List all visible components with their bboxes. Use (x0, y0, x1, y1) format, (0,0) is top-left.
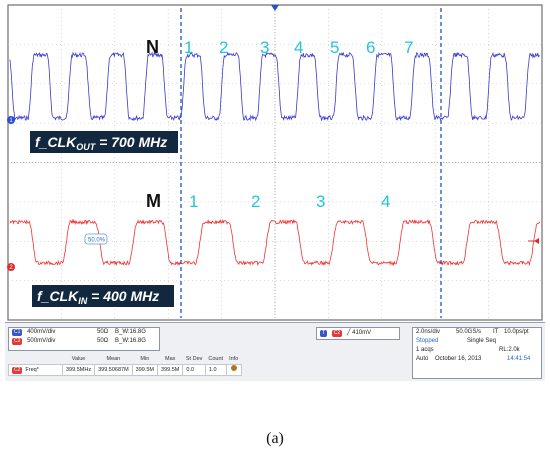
auto-label: Auto (416, 356, 429, 362)
status-bar: C1 400mV/div 50Ω B_W:16.8G C2 500mV/div … (5, 322, 545, 381)
measurement-stdev: 0.0 (182, 364, 206, 376)
channel-2-impedance: 50Ω (97, 338, 109, 344)
measurement-value: 399.5MHz (61, 364, 96, 376)
measurement-header: Mean (106, 356, 121, 362)
measurement-header: Info (229, 356, 239, 362)
top-period-count: 2 (219, 38, 228, 57)
channel-1-scale: 400mV/div (27, 329, 56, 335)
channel-2-marker-label: 2 (9, 265, 13, 271)
run-state: Stopped (416, 338, 439, 344)
channel-2-ground-marker (7, 263, 15, 271)
bottom-period-letter: M (146, 191, 161, 211)
output-frequency-label-box (30, 131, 178, 153)
top-period-letter: N (146, 37, 159, 57)
trigger-slope-icon: ╱ (346, 330, 351, 336)
trigger-position-marker (271, 5, 279, 11)
top-period-count: 4 (294, 38, 303, 57)
channel-2-badge: C2 (12, 338, 23, 345)
measurement-row: C2 Freq* 399.5MHz 399.50687M 399.5M 399.5… (8, 364, 242, 376)
time: 14:41:54 (507, 356, 531, 362)
measurement-count: 1.0 (204, 364, 227, 376)
measurement-header: Count (208, 356, 224, 362)
channel-settings: C1 400mV/div 50Ω B_W:16.8G C2 500mV/div … (8, 327, 160, 351)
output-frequency-label-prefix: f_CLK (35, 134, 77, 150)
sample-rate: 50.0GS/s (456, 329, 482, 335)
output-frequency-label-value: = 700 MHz (95, 134, 167, 150)
top-period-count: 3 (260, 38, 269, 57)
trigger-settings: T C2 ╱ 410mV (316, 327, 400, 340)
measurement-source: C2 (12, 366, 23, 374)
bottom-period-count: 4 (381, 192, 390, 211)
trigger-source: C2 (331, 330, 343, 337)
top-period-count: 5 (330, 38, 339, 57)
bottom-period-count: 1 (189, 192, 198, 211)
measurement-label: Freq* (25, 366, 39, 373)
it-label: IT (493, 329, 499, 335)
channel-1-marker-label: 1 (9, 118, 13, 124)
channel-2-scale: 500mV/div (27, 338, 56, 344)
channel-2-settings: C2 500mV/div 50Ω B_W:16.8G (9, 337, 159, 346)
input-frequency-label-prefix: f_CLK (37, 288, 79, 304)
measurement-panel: Value Mean Min Max St Dev Count Info C2 F… (8, 355, 308, 377)
waveform-screen: 12N 1 2 3 4 5 6 7M 1 2 3 450.0%f_CLKOUT = 700 MHzf_… (7, 4, 543, 321)
oscilloscope-display: 1 2 N 1 2 3 4 5 6 7 M 1 2 3 4 50.0% f_CLKOUT = 700 MHz f_… (5, 4, 545, 381)
measurement-max: 399.5M (157, 364, 184, 376)
measurement-header: St Dev (185, 356, 203, 362)
timebase: 2.0ns/div (416, 329, 441, 335)
top-period-count: 1 (184, 38, 193, 57)
measurement-table: Value Mean Min Max St Dev Count Info C2 F… (8, 355, 242, 376)
input-frequency-label-value: = 400 MHz (87, 288, 159, 304)
channel-2-bandwidth: B_W:16.8G (115, 338, 146, 344)
measurement-mean: 399.50687M (94, 364, 133, 376)
duty-cycle-tag-box (84, 233, 108, 245)
channel-1-ground-marker (7, 116, 15, 124)
info-icon[interactable] (230, 365, 237, 371)
channel-1-impedance: 50Ω (97, 329, 109, 335)
channel-1-bandwidth: B_W:16.8G (115, 329, 146, 335)
measurement-min: 399.5M (131, 364, 159, 376)
duty-cycle-tag: 50.0% (88, 238, 106, 244)
resolution: 10.0ps/pt (504, 329, 529, 335)
date: October 16, 2013 (435, 356, 482, 362)
record-length: RL:2.0k (499, 347, 520, 353)
acquisition-mode: Single Seq (467, 338, 497, 344)
top-period-count: 7 (404, 38, 413, 57)
input-frequency-label-box (32, 285, 174, 307)
acquisition-panel: 2.0ns/div 50.0GS/s IT 10.0ps/pt Stopped … (412, 327, 542, 379)
trigger-level: 410mV (352, 330, 372, 336)
measurement-header: Min (140, 356, 150, 362)
measurement-header: Value (71, 356, 86, 362)
top-period-count: 6 (366, 38, 375, 57)
channel-1-waveform (9, 51, 541, 122)
trigger-icon: T (320, 330, 328, 337)
input-frequency-label: f_CLKIN = 400 MHz (37, 288, 159, 306)
bottom-period-count: 3 (316, 192, 325, 211)
measurement-header: Max (165, 356, 176, 362)
channel-1-badge: C1 (12, 329, 23, 336)
input-frequency-label-subscript: IN (78, 296, 88, 306)
bottom-period-count: 2 (251, 192, 260, 211)
figure-caption: (a) (266, 430, 284, 447)
measurement-header-row: Value Mean Min Max St Dev Count Info (9, 355, 242, 365)
channel-2-waveform (9, 218, 541, 267)
output-frequency-label-subscript: OUT (76, 142, 97, 152)
channel-1-settings: C1 400mV/div 50Ω B_W:16.8G (9, 328, 159, 337)
acquisition-count: 1 acqs (416, 347, 434, 353)
output-frequency-label: f_CLKOUT = 700 MHz (35, 134, 167, 152)
